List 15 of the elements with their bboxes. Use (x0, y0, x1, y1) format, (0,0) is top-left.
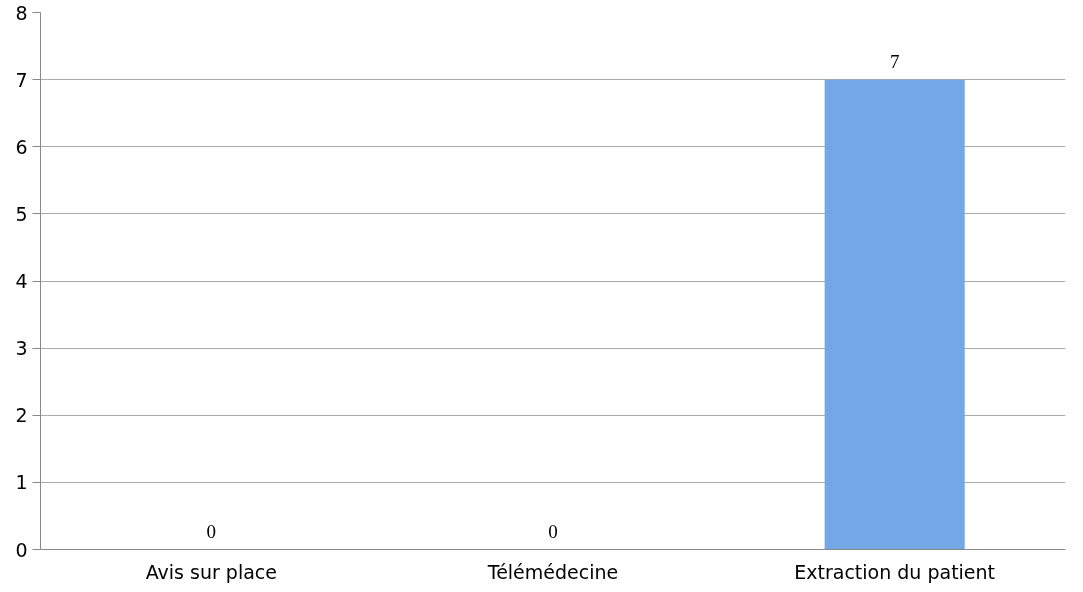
y-tick-label: 7 (15, 68, 28, 91)
y-tick-label: 2 (15, 404, 28, 427)
data-label: 0 (206, 520, 217, 542)
x-tick-label: Avis sur place (145, 560, 277, 583)
y-tick-label: 4 (15, 270, 28, 292)
data-label: 7 (889, 50, 900, 72)
y-tick-label: 6 (15, 135, 28, 158)
x-tick-label: Extraction du patient (794, 560, 996, 583)
y-tick-label: 0 (15, 538, 28, 561)
y-tick-label: 3 (15, 337, 28, 360)
y-tick-label: 8 (15, 1, 28, 24)
y-tick-label: 1 (15, 471, 28, 494)
data-label: 0 (548, 520, 558, 542)
y-tick-label: 5 (15, 202, 28, 225)
x-tick-label: Télémédecine (486, 560, 619, 583)
